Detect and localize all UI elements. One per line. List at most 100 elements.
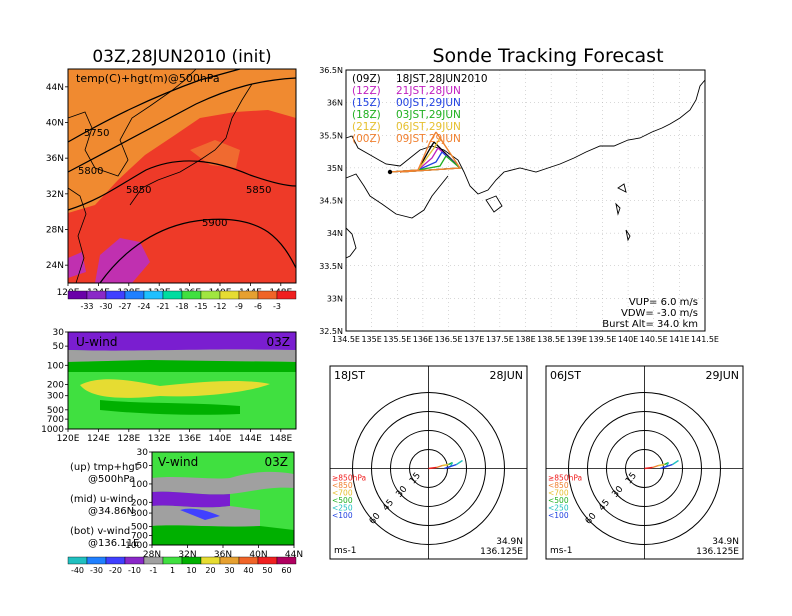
hodo-right-time: 06JST <box>550 369 581 382</box>
track-trajectory <box>389 131 462 173</box>
uwind-axes-xtick-label: 144E <box>239 434 262 444</box>
uwind-axes-xtick-label: 148E <box>269 434 292 444</box>
hodo-left-lat: 34.9N <box>496 537 523 547</box>
vwind-axes-ytick-label: 200 <box>131 498 148 508</box>
uwind-band-10 <box>68 360 296 372</box>
track-xtick-label: 136E <box>413 335 433 344</box>
wind-colorbar-cell <box>67 556 88 565</box>
vwind-northerly <box>152 491 230 508</box>
track-ytick-label: 36.5N <box>319 66 343 75</box>
hodo-right-level-label: <500 <box>548 496 569 505</box>
wind-colorbar-label: 60 <box>281 566 291 575</box>
map500-colorbar-label: -27 <box>118 302 131 311</box>
track-xtick-label: 139E <box>567 335 587 344</box>
track-ytick-label: 34.5N <box>319 197 343 206</box>
map500-contour-label-5850b: 5850 <box>246 185 271 196</box>
wind-colorbar-cell <box>276 556 297 565</box>
uwind-axes-xtick-label: 120E <box>57 434 80 444</box>
map500-colorbar-label: -12 <box>213 302 226 311</box>
hodo-left-trace-segment <box>428 466 437 470</box>
wind-colorbar-cell <box>124 556 145 565</box>
track-xtick-label: 141.5E <box>691 335 719 344</box>
vwind-axes-xtick-label: 44N <box>285 550 303 560</box>
uwind-axes-ytick-label: 700 <box>47 415 64 425</box>
wind-colorbar-cell <box>238 556 259 565</box>
wind-colorbar-cell <box>143 556 164 565</box>
track-xtick-label: 134.5E <box>332 335 360 344</box>
uwind-axes-ytick-label: 500 <box>47 406 64 416</box>
map500-contour-label-5900: 5900 <box>202 218 227 229</box>
map500-ytick-label: 40N <box>46 119 64 129</box>
map500-contour-5800 <box>67 77 297 173</box>
track-coast-honshu <box>345 79 706 195</box>
legend-bot-a: (bot) v-wind <box>70 526 130 537</box>
track-xtick-label: 140E <box>618 335 638 344</box>
vwind-time: 03Z <box>265 455 289 469</box>
wind-colorbar-cell <box>162 556 183 565</box>
map500-colorbar-cell <box>143 290 164 300</box>
uwind-axes-xtick-label: 124E <box>87 434 110 444</box>
vwind-axes-xtick-label: 28N <box>143 550 161 560</box>
track-legend-utc: (21Z) <box>352 121 381 133</box>
map500-contour-label-5800: 5800 <box>78 166 103 177</box>
vwind-axes-ytick-label: 300 <box>131 509 148 519</box>
legend-bot-b: @136.11E <box>88 538 139 549</box>
hodo-right-trace-segment <box>660 463 673 470</box>
legend-up-b: @500hPa <box>88 474 135 485</box>
hodo-right-lon: 136.125E <box>696 547 739 557</box>
track-xtick-label: 140.5E <box>640 335 668 344</box>
map500-contour-5750 <box>67 68 241 143</box>
wind-colorbar-label: -20 <box>109 566 122 575</box>
map500-contour-label-5750: 5750 <box>84 128 109 139</box>
track-xtick-label: 136.5E <box>435 335 463 344</box>
track-vup: VUP= 6.0 m/s <box>629 297 698 308</box>
hodo-right-level-label: <100 <box>548 511 569 520</box>
hodo-left-date: 28JUN <box>489 369 523 382</box>
hodo-left-lon: 136.125E <box>480 547 523 557</box>
vwind-axes-ytick-label: 100 <box>131 480 148 490</box>
map500-ytick-label: 36N <box>46 154 64 164</box>
track-coast-kii <box>345 173 449 219</box>
map500-ytick-label: 28N <box>46 226 64 236</box>
vwind-title: V-wind <box>158 455 198 469</box>
wind-colorbar-label: -40 <box>71 566 84 575</box>
hodo-left-trace-segment <box>444 463 457 470</box>
vwind-axes-ytick-label: 1000 <box>125 541 148 551</box>
hodo-left-time: 18JST <box>334 369 365 382</box>
track-legend-utc: (18Z) <box>352 109 381 121</box>
track-islands <box>615 183 631 242</box>
hodo-left-level-label: <250 <box>332 504 353 513</box>
vwind-blue-patch <box>180 508 220 520</box>
map500-label: temp(C)+hgt(m)@500hPa <box>76 72 220 85</box>
wind-colorbar-label: -30 <box>90 566 103 575</box>
track-coast-shikoku <box>345 227 357 259</box>
wind-colorbar-cell <box>257 556 278 565</box>
vwind-calm-band <box>152 471 294 495</box>
hodo-right-trace-segment <box>672 459 679 466</box>
track-ytick-label: 32.5N <box>319 327 343 336</box>
legend-up-a: (up) tmp+hgt <box>70 462 139 473</box>
track-vdw: VDW= -3.0 m/s <box>621 308 698 319</box>
hodo-right-lat: 34.9N <box>712 537 739 547</box>
legend-mid-a: (mid) u-wind <box>70 494 133 505</box>
hodo-right-trace-segment <box>658 463 665 467</box>
hodo-left-level-label: <500 <box>332 496 353 505</box>
map500-coast-china <box>67 187 87 284</box>
track-xtick-label: 138.5E <box>537 335 565 344</box>
hodo-right-trace-segment <box>652 464 659 469</box>
map500-colorbar-cell <box>257 290 278 300</box>
uwind-axes-ytick-label: 1000 <box>41 425 64 435</box>
wind-colorbar-label: 50 <box>262 566 272 575</box>
map500-colorbar-cell <box>105 290 126 300</box>
vwind-axes-ytick-label: 700 <box>131 532 148 542</box>
legend-mid-b: @34.86N <box>88 506 134 517</box>
map500-colorbar-cell <box>276 290 297 300</box>
track-panel: 134.5E 135E 135.5E 136E 136.5E 137E 137.5E 138E… <box>319 66 719 344</box>
uwind-time: 03Z <box>267 335 291 349</box>
wind-colorbar-cell <box>219 556 240 565</box>
wind-colorbar-cell <box>181 556 202 565</box>
map500-colorbar-cell <box>162 290 183 300</box>
